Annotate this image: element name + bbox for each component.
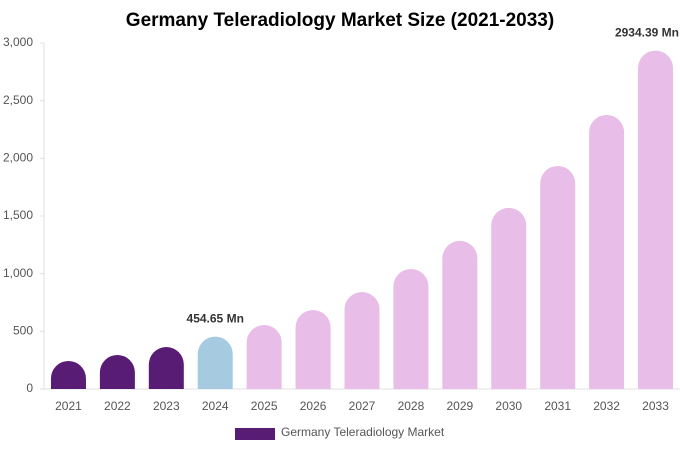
x-tick-label: 2033 [642, 399, 669, 413]
legend-swatch [235, 428, 275, 440]
x-tick-label: 2026 [300, 399, 327, 413]
bar [393, 268, 429, 389]
bar [197, 336, 233, 389]
bar [491, 207, 527, 389]
value-label: 454.65 Mn [187, 312, 244, 326]
x-tick-label: 2021 [55, 399, 82, 413]
y-tick-label: 1,000 [3, 266, 33, 280]
x-tick-label: 2022 [104, 399, 131, 413]
x-tick-label: 2030 [495, 399, 522, 413]
bar [442, 240, 478, 389]
bar [638, 50, 674, 389]
y-tick-label: 1,500 [3, 208, 33, 222]
legend-label: Germany Teleradiology Market [281, 425, 445, 439]
bar [148, 347, 184, 389]
x-tick-label: 2023 [153, 399, 180, 413]
bar [295, 309, 331, 389]
x-tick-label: 2032 [593, 399, 620, 413]
x-tick-label: 2025 [251, 399, 278, 413]
bar [589, 114, 625, 389]
y-tick-label: 500 [13, 324, 33, 338]
x-tick-label: 2028 [398, 399, 425, 413]
bar [344, 292, 380, 389]
x-tick-label: 2027 [349, 399, 376, 413]
y-tick-label: 0 [26, 381, 33, 395]
chart-title: Germany Teleradiology Market Size (2021-… [126, 10, 554, 31]
x-tick-label: 2024 [202, 399, 229, 413]
value-label: 2934.39 Mn [615, 26, 679, 40]
bar [99, 354, 135, 389]
y-tick-label: 3,000 [3, 35, 33, 49]
y-tick-label: 2,500 [3, 93, 33, 107]
bar [540, 165, 576, 389]
bar [246, 324, 282, 389]
bar [50, 360, 86, 389]
x-tick-label: 2031 [544, 399, 571, 413]
x-tick-label: 2029 [446, 399, 473, 413]
y-tick-label: 2,000 [3, 151, 33, 165]
